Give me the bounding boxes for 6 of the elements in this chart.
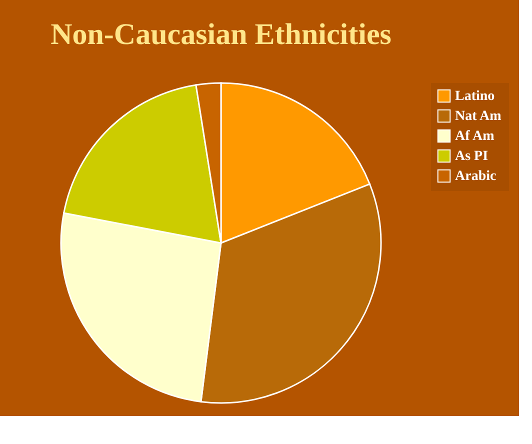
- chart-title: Non-Caucasian Ethnicities: [50, 18, 392, 51]
- legend-label: Af Am: [455, 129, 495, 144]
- legend-label: Arabic: [455, 169, 496, 184]
- legend-label: As PI: [455, 149, 488, 164]
- legend-label: Latino: [455, 89, 495, 104]
- legend-label: Nat Am: [455, 109, 502, 124]
